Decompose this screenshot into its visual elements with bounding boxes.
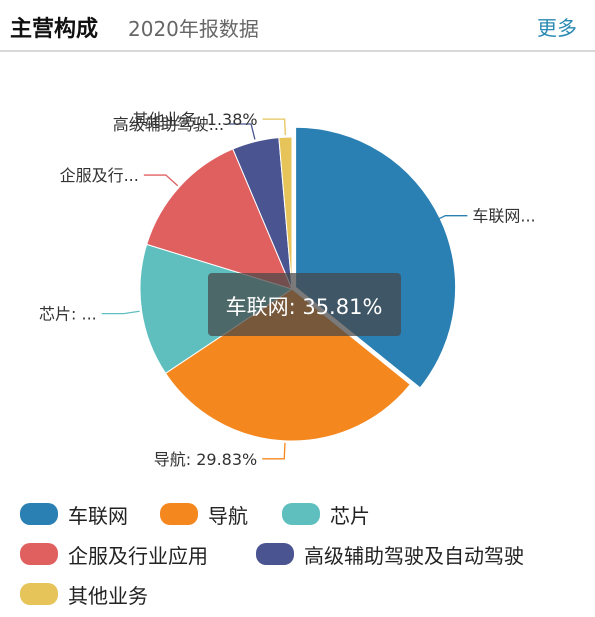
panel-title: 主营构成: [10, 17, 99, 42]
legend-swatch: [282, 503, 320, 525]
legend-label: 芯片: [330, 504, 370, 528]
chart-tooltip: 车联网: 35.81%: [208, 273, 401, 336]
callout-line-2: [101, 310, 140, 315]
legend-swatch: [160, 503, 198, 525]
tooltip-box: [208, 273, 401, 336]
pie-slice-3[interactable]: [146, 148, 293, 290]
legend-swatch: [20, 583, 58, 605]
legend-label: 高级辅助驾驶及自动驾驶: [304, 544, 524, 568]
callout-line-4: [229, 123, 256, 140]
more-link[interactable]: 更多: [537, 16, 577, 40]
panel-header: 主营构成 2020年报数据 更多: [0, 0, 595, 52]
legend-label: 车联网: [68, 504, 128, 528]
callout-line-5: [262, 118, 286, 136]
slice-label-0: 车联网...: [472, 207, 535, 226]
pie-slice-1[interactable]: [164, 288, 411, 442]
tooltip-text: 车联网: 35.81%: [226, 295, 383, 319]
slice-label-3: 企服及行...: [60, 166, 139, 185]
legend-label: 其他业务: [68, 584, 148, 608]
legend-label: 企服及行业应用: [68, 544, 208, 568]
callout-line-0: [430, 215, 468, 224]
slice-label-1: 导航: 29.83%: [154, 450, 258, 469]
legend-label: 导航: [208, 504, 248, 528]
callout-line-1: [262, 442, 286, 460]
legend-swatch: [20, 543, 58, 565]
callout-line-3: [143, 174, 179, 187]
pie-slice-5[interactable]: [278, 136, 293, 290]
slice-label-5: 其他业务: 1.38%: [132, 110, 257, 129]
legend-swatch: [20, 503, 58, 525]
slice-label-2: 芯片: ...: [39, 305, 97, 324]
pie-chart: 车联网... 导航: 29.83% 芯片: ... 企服及行... 高级辅助驾驶...其…: [39, 110, 536, 469]
legend-swatch: [256, 543, 294, 565]
slice-label-4: 高级辅助驾驶...: [113, 115, 224, 134]
panel-subtitle: 2020年报数据: [128, 17, 259, 41]
